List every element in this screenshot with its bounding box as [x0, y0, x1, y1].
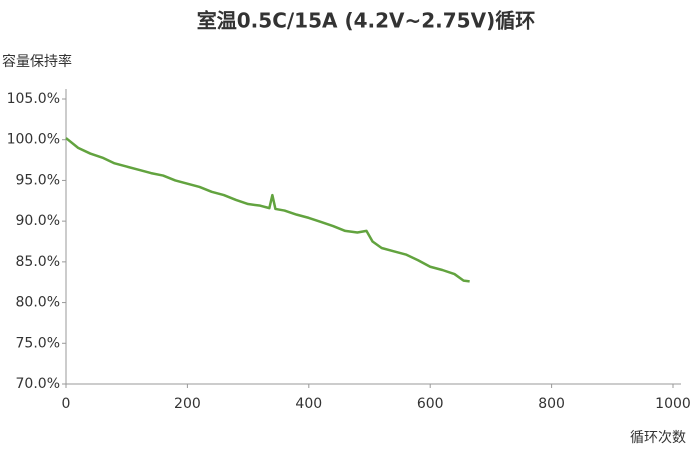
- chart-title: 室温0.5C/15A (4.2V~2.75V)循环: [197, 9, 535, 33]
- y-tick-label: 105.0%: [7, 91, 60, 107]
- x-axis-title: 循环次数: [630, 430, 686, 446]
- y-tick-label: 90.0%: [16, 213, 60, 229]
- x-tick-label: 800: [538, 396, 565, 412]
- y-tick-label: 100.0%: [7, 132, 60, 148]
- y-tick-label: 85.0%: [16, 254, 60, 270]
- y-tick-label: 70.0%: [16, 376, 60, 392]
- y-axis-title: 容量保持率: [2, 53, 72, 70]
- x-tick-label: 600: [417, 396, 444, 412]
- data-line: [65, 137, 470, 283]
- y-tick-label: 95.0%: [16, 172, 60, 188]
- y-tick-label: 75.0%: [16, 335, 60, 351]
- x-tick-label: 200: [174, 396, 201, 412]
- y-tick-label: 80.0%: [16, 295, 60, 311]
- x-tick-label: 400: [295, 396, 322, 412]
- x-tick-label: 0: [62, 396, 71, 412]
- x-tick-label: 1000: [655, 396, 690, 412]
